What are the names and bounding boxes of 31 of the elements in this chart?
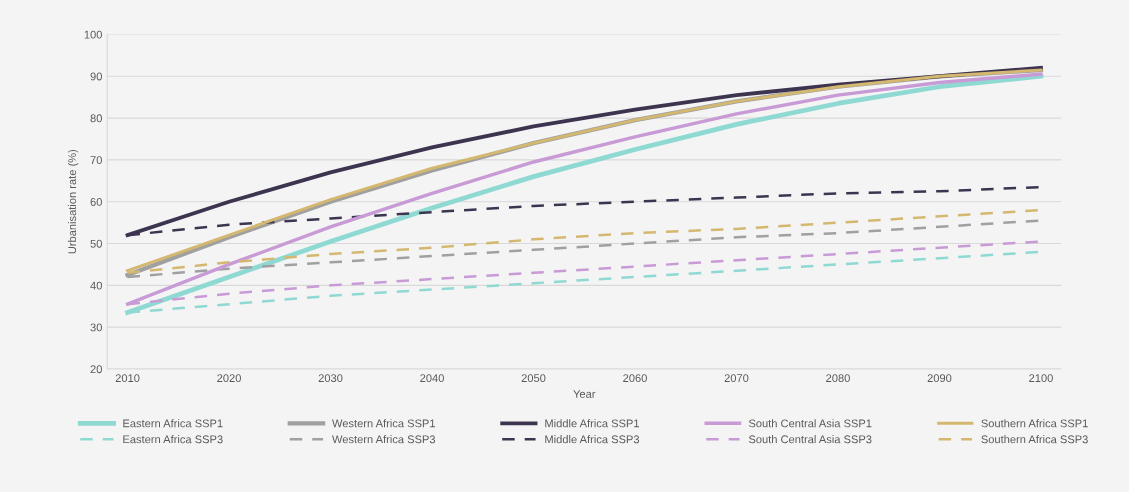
x-tick-label: 2060 [623, 374, 647, 383]
y-axis-title: Urbanisation rate (%) [67, 149, 79, 254]
y-tick-label: 40 [90, 281, 102, 290]
legend-label: Middle Africa SSP3 [545, 435, 640, 444]
legend-label: Southern Africa SSP3 [981, 435, 1088, 444]
y-tick-label: 50 [90, 239, 102, 248]
x-tick-label: 2050 [521, 374, 546, 383]
y-tick-label: 80 [90, 114, 102, 123]
x-tick-label: 2030 [318, 374, 343, 383]
legend-label: Eastern Africa SSP1 [123, 419, 223, 428]
legend-label: Western Africa SSP1 [332, 419, 435, 428]
x-axis-title: Year [573, 390, 596, 398]
legend-label: Western Africa SSP3 [332, 435, 436, 444]
x-tick-label: 2010 [115, 374, 140, 383]
legend-label: South Central Asia SSP3 [748, 435, 872, 444]
y-tick-label: 90 [90, 72, 102, 81]
y-tick-label: 20 [90, 365, 102, 374]
y-tick-label: 60 [90, 197, 102, 206]
x-tick-label: 2070 [724, 374, 749, 383]
legend-label: Middle Africa SSP1 [545, 419, 639, 428]
y-tick-label: 30 [90, 323, 102, 332]
x-tick-label: 2020 [217, 374, 241, 383]
y-tick-label: 70 [90, 156, 102, 165]
x-tick-label: 2090 [927, 374, 952, 383]
legend-label: Eastern Africa SSP3 [123, 435, 223, 444]
x-tick-label: 2100 [1029, 374, 1053, 383]
x-tick-label: 2080 [826, 374, 850, 383]
legend-label: South Central Asia SSP1 [748, 419, 872, 428]
x-tick-label: 2040 [420, 374, 444, 383]
legend-label: Southern Africa SSP1 [981, 419, 1088, 428]
y-tick-label: 100 [84, 30, 102, 39]
